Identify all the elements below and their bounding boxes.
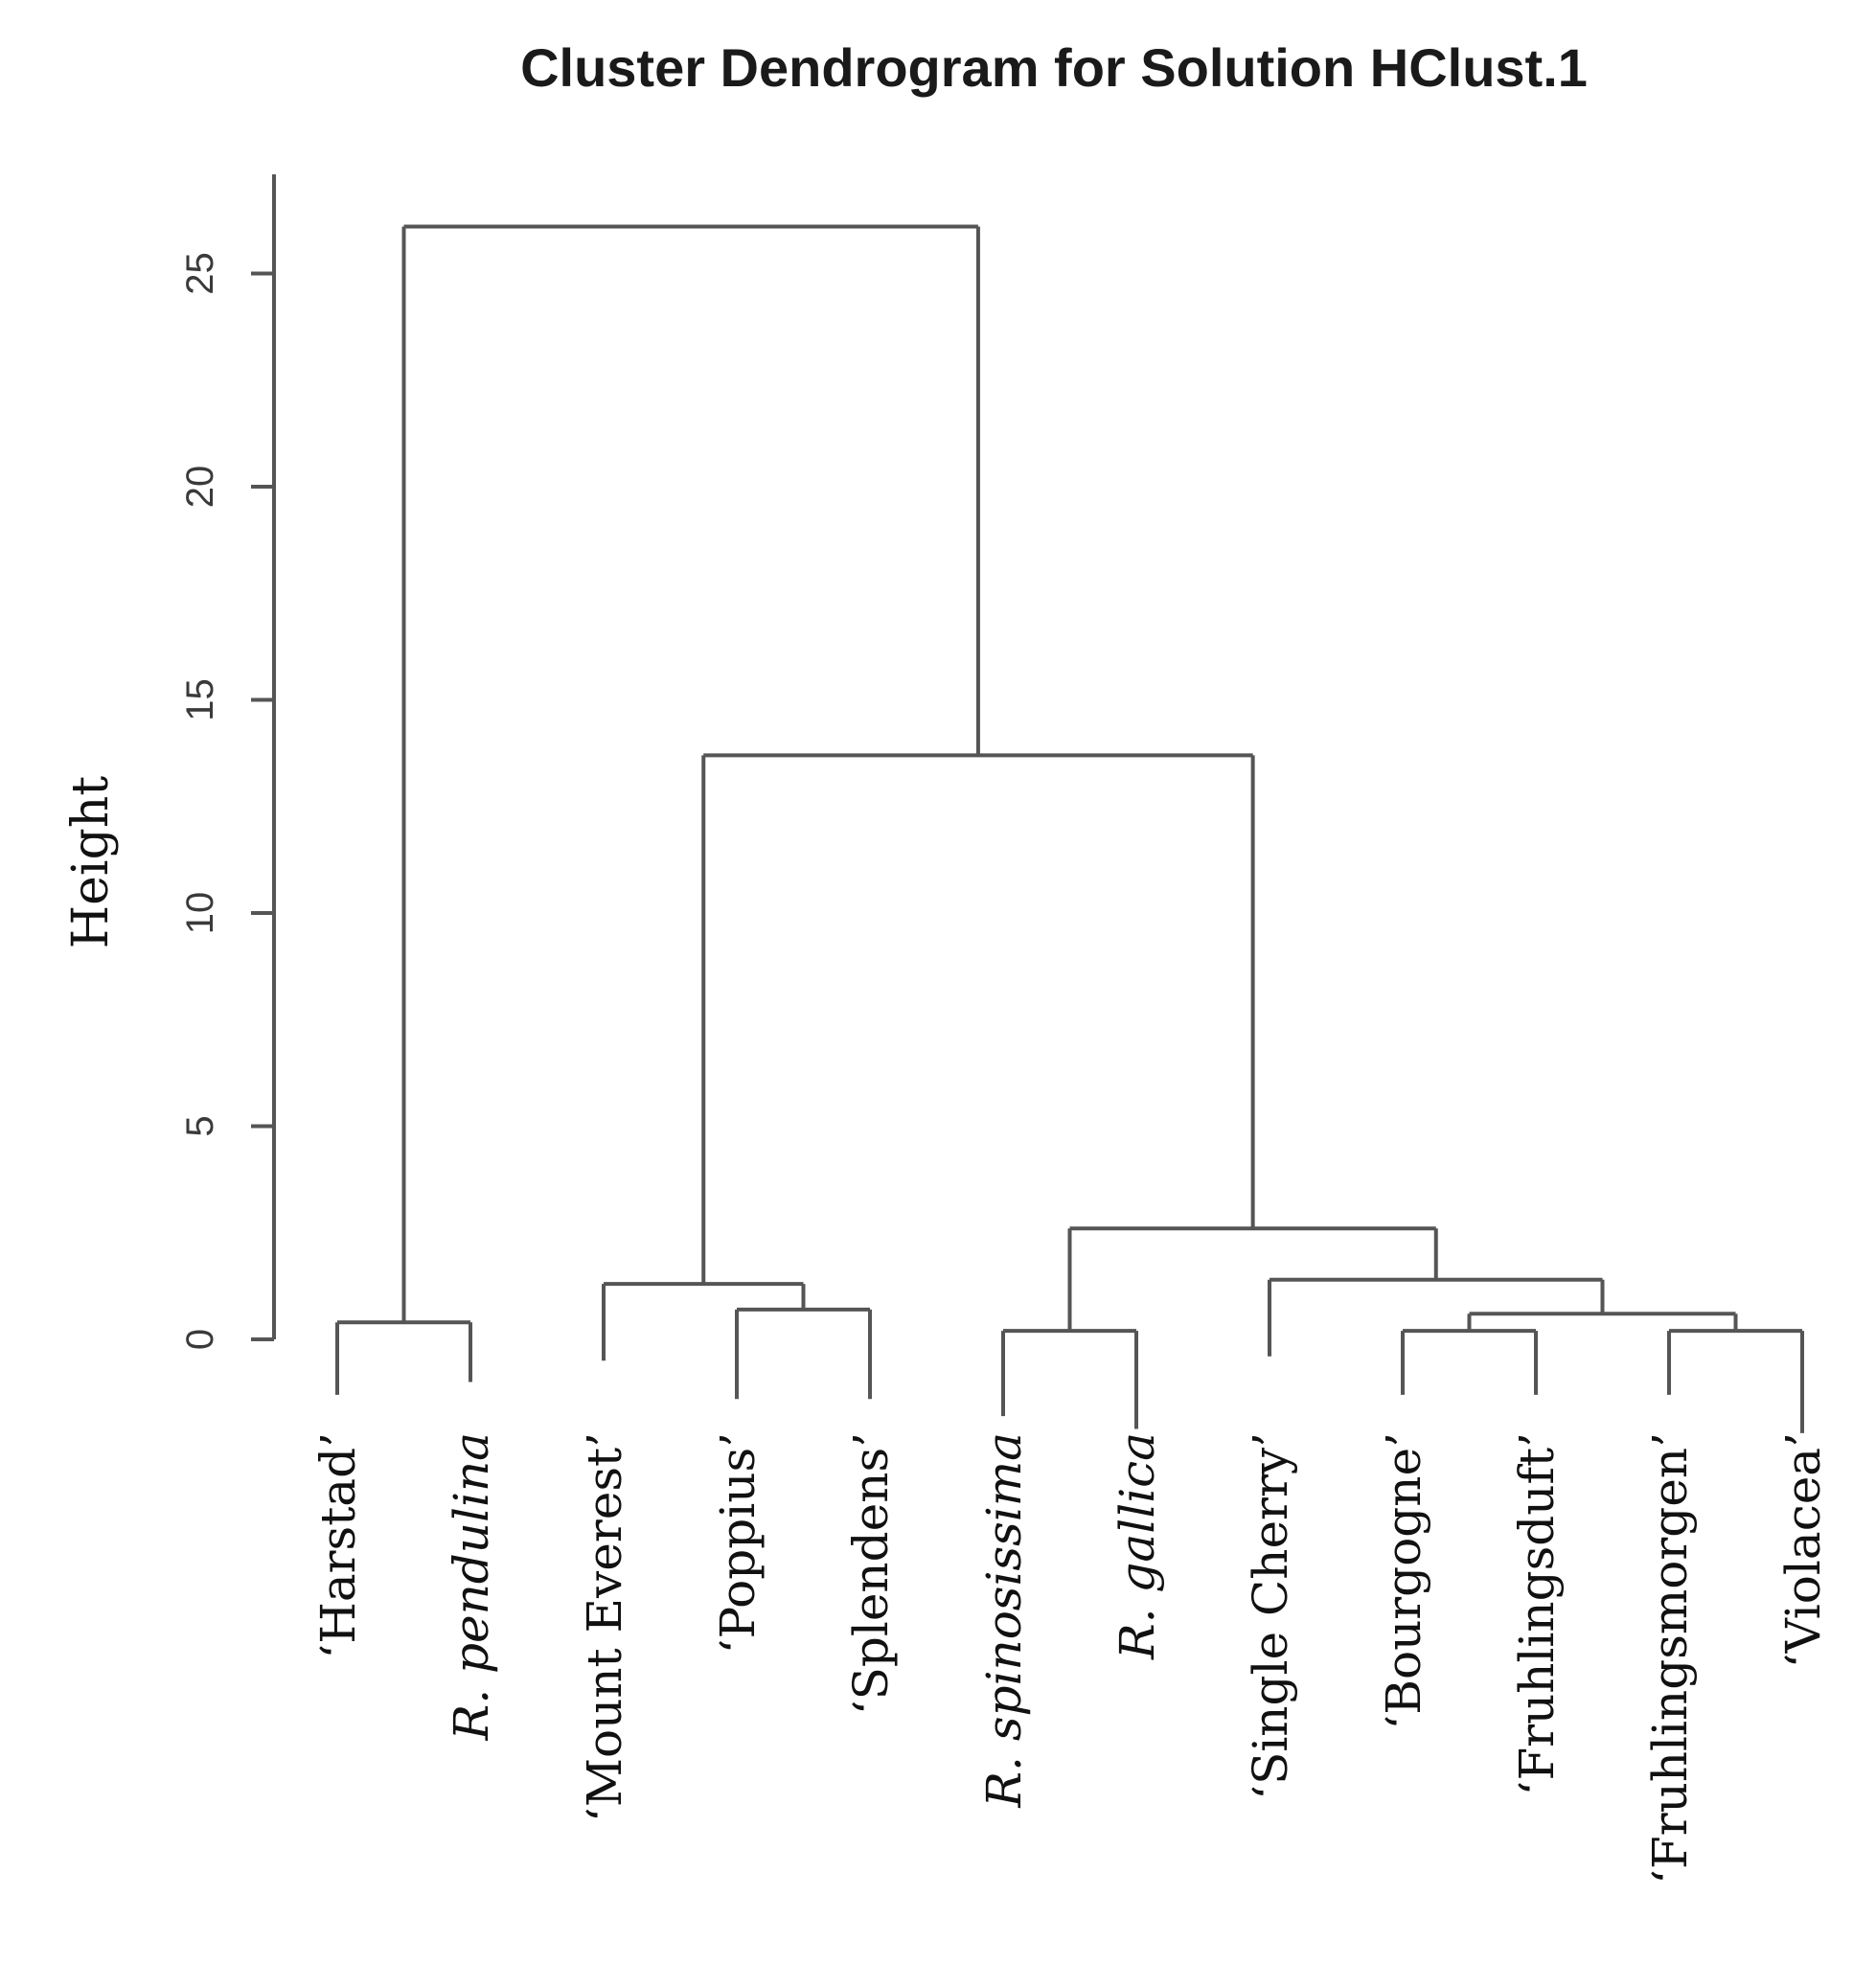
leaf-label-fruhlingsduft: ‘Fruhlingsduft’ xyxy=(1509,1432,1565,1795)
leaf-label-part: ‘Bourgogne’ xyxy=(1376,1432,1431,1730)
leaf-label-part: pendulina xyxy=(444,1432,499,1689)
leaf-label-part: ‘Single Cherry’ xyxy=(1243,1432,1298,1800)
leaf-label-part: ‘Fruhlingsmorgen’ xyxy=(1642,1432,1698,1884)
leaf-label-part: ‘Violacea’ xyxy=(1775,1432,1831,1668)
y-tick-label: 0 xyxy=(179,1329,221,1350)
leaf-label-r-spinosissima: R. spinosissima xyxy=(976,1432,1032,1809)
leaf-label-part: spinosissima xyxy=(976,1432,1032,1756)
y-axis: 0 5 10 15 20 25 xyxy=(179,174,276,1350)
leaf-label-part: R. xyxy=(444,1689,499,1742)
leaf-label-part: ‘Splendens’ xyxy=(843,1432,899,1715)
leaf-label-fruhlingsmorgen: ‘Fruhlingsmorgen’ xyxy=(1642,1432,1698,1884)
leaf-label-r-pendulina: R. pendulina xyxy=(444,1432,499,1741)
dendrogram-tree xyxy=(335,224,1804,1433)
y-tick-label: 5 xyxy=(179,1115,221,1136)
leaf-labels: ‘Harstad’ R. pendulina ‘Mount Everest’ ‘Pop… xyxy=(310,1432,1831,1884)
leaf-label-part: ‘Poppius’ xyxy=(710,1432,766,1654)
leaf-label-single-cherry: ‘Single Cherry’ xyxy=(1243,1432,1298,1800)
leaf-label-part: R. xyxy=(976,1756,1032,1809)
leaf-label-part: gallica xyxy=(1110,1432,1165,1609)
leaf-label-mount-everest: ‘Mount Everest’ xyxy=(577,1432,632,1822)
y-tick-label: 20 xyxy=(179,466,221,509)
leaf-label-poppius: ‘Poppius’ xyxy=(710,1432,766,1654)
leaf-label-part: R. xyxy=(1110,1609,1165,1661)
leaf-label-r-gallica: R. gallica xyxy=(1110,1432,1165,1660)
leaf-label-splendens: ‘Splendens’ xyxy=(843,1432,899,1715)
y-axis-title: Height xyxy=(62,776,120,949)
chart-title: Cluster Dendrogram for Solution HClust.1 xyxy=(520,37,1588,98)
y-tick-label: 10 xyxy=(179,892,221,935)
leaf-label-part: ‘Mount Everest’ xyxy=(577,1432,632,1822)
y-tick-label: 15 xyxy=(179,678,221,721)
leaf-label-part: ‘Harstad’ xyxy=(310,1432,366,1659)
leaf-label-bourgogne: ‘Bourgogne’ xyxy=(1376,1432,1431,1730)
y-tick-label: 25 xyxy=(179,252,221,295)
leaf-label-violacea: ‘Violacea’ xyxy=(1775,1432,1831,1668)
leaf-label-part: ‘Fruhlingsduft’ xyxy=(1509,1432,1565,1795)
leaf-label-harstad: ‘Harstad’ xyxy=(310,1432,366,1659)
